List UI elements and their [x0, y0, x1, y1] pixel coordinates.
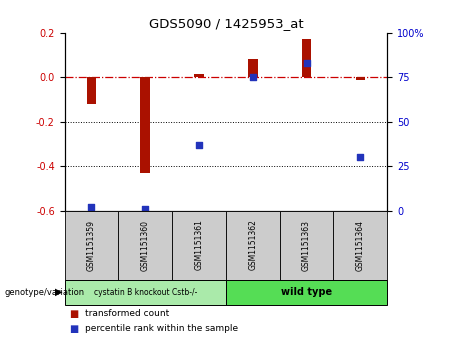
Text: GSM1151364: GSM1151364 [356, 220, 365, 270]
Point [249, 74, 256, 80]
Bar [355, 77, 365, 80]
Bar [172, 211, 226, 280]
Bar [65, 211, 118, 280]
Text: genotype/variation: genotype/variation [5, 288, 85, 297]
Text: transformed count: transformed count [85, 310, 170, 318]
Text: wild type: wild type [281, 287, 332, 297]
Text: ■: ■ [69, 309, 78, 319]
Title: GDS5090 / 1425953_at: GDS5090 / 1425953_at [148, 17, 303, 30]
Text: GSM1151361: GSM1151361 [195, 220, 203, 270]
Text: cystatin B knockout Cstb-/-: cystatin B knockout Cstb-/- [94, 288, 197, 297]
Point [195, 142, 203, 148]
Text: ▶: ▶ [55, 287, 63, 297]
Point [88, 204, 95, 210]
Bar [226, 280, 387, 305]
Text: GSM1151359: GSM1151359 [87, 220, 96, 270]
Bar [65, 280, 226, 305]
Text: ■: ■ [69, 323, 78, 334]
Bar [87, 77, 96, 104]
Bar [226, 211, 280, 280]
Bar [301, 39, 311, 77]
Point [357, 154, 364, 160]
Point [303, 60, 310, 66]
Bar [118, 211, 172, 280]
Bar [333, 211, 387, 280]
Text: GSM1151363: GSM1151363 [302, 220, 311, 270]
Point [142, 206, 149, 212]
Text: percentile rank within the sample: percentile rank within the sample [85, 324, 238, 333]
Text: GSM1151360: GSM1151360 [141, 220, 150, 270]
Text: GSM1151362: GSM1151362 [248, 220, 257, 270]
Bar [140, 77, 150, 173]
Bar [194, 74, 204, 77]
Bar [248, 60, 258, 77]
Bar [280, 211, 333, 280]
